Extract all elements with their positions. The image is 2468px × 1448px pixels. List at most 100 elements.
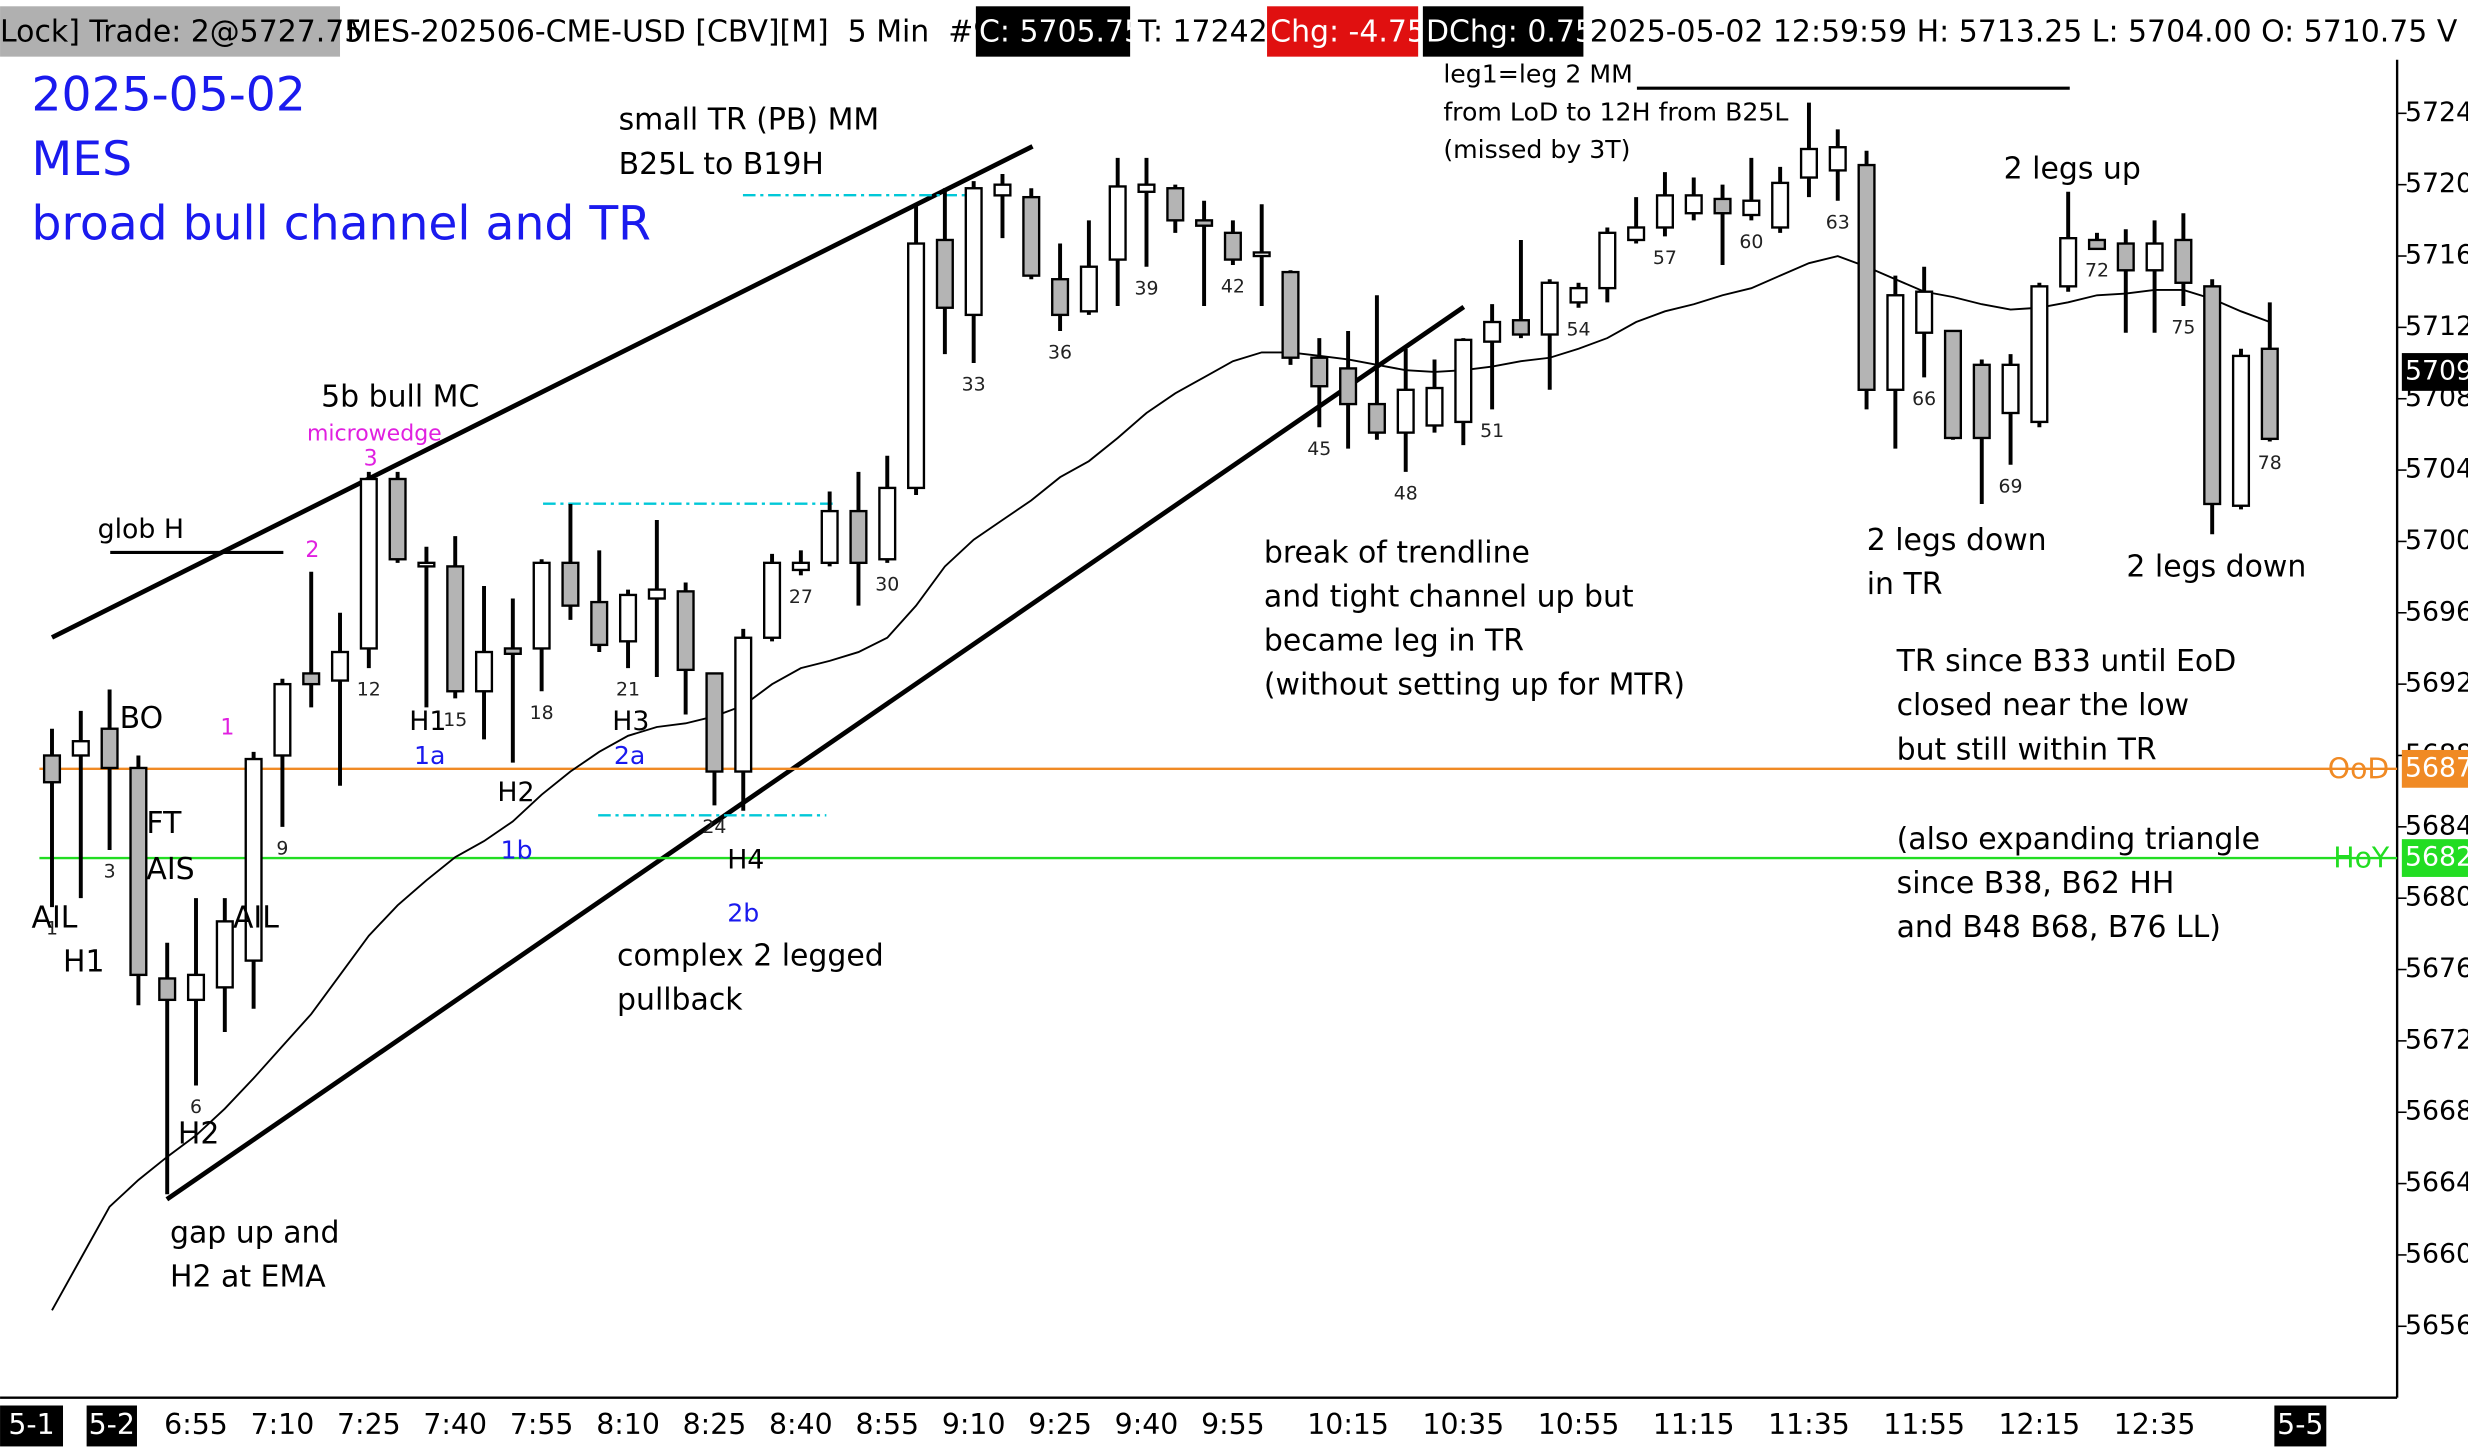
bar-number: 57	[1653, 247, 1677, 269]
candle-body	[1857, 163, 1876, 391]
candle-body	[1655, 194, 1674, 229]
annotation: broad bull channel and TR	[32, 197, 651, 252]
bar-number: 54	[1567, 318, 1591, 340]
bar-number: 21	[616, 679, 640, 701]
price-marker-label: 5709	[2405, 355, 2468, 386]
date-marker-box	[86, 1405, 137, 1447]
bar-number: 63	[1826, 211, 1850, 233]
bar-number: 42	[1221, 275, 1245, 297]
bar-number: 45	[1307, 438, 1331, 460]
annotation: AIL	[32, 901, 78, 936]
candle-body	[964, 187, 983, 317]
trend-line	[165, 304, 1466, 1202]
y-tick-label: 5700	[2405, 525, 2468, 556]
y-tick-label: 5672	[2405, 1024, 2468, 1055]
candle-body	[791, 561, 810, 572]
annotation: H4	[727, 844, 764, 875]
bar-number: 18	[530, 702, 554, 724]
annotation: pullback	[617, 983, 743, 1018]
annotation: and tight channel up but	[1264, 580, 1634, 615]
candle-body	[1339, 367, 1358, 406]
y-tick-label: 5716	[2405, 240, 2468, 271]
x-tick-label: 6:55	[164, 1408, 228, 1441]
annotation: in TR	[1867, 567, 1943, 602]
annotation: BO	[120, 701, 164, 736]
x-tick-label: 10:35	[1422, 1408, 1504, 1441]
date-marker: 5-2	[89, 1408, 135, 1441]
annotation: 5b bull MC	[321, 380, 479, 415]
annotation: 1	[220, 716, 234, 741]
candle-body	[2231, 354, 2251, 507]
x-tick-label: 7:10	[251, 1408, 315, 1441]
ema-line	[51, 255, 2271, 1311]
annotation: microwedge	[307, 421, 442, 446]
header-info: 2025-05-02 12:59:59 H: 5713.25 L: 5704.0…	[1590, 15, 2458, 50]
candle-body	[1252, 251, 1271, 258]
annotation: 2b	[727, 898, 759, 927]
level-price: 5687	[2405, 752, 2468, 783]
candle-body	[1425, 386, 1444, 427]
annotation: 2 legs up	[2004, 151, 2141, 186]
y-tick-label: 5656	[2405, 1310, 2468, 1341]
bar-number: 27	[789, 586, 813, 608]
candle-body	[244, 757, 263, 962]
x-tick-label: 11:35	[1768, 1408, 1850, 1441]
x-tick-label: 11:15	[1653, 1408, 1735, 1441]
candle-body	[1137, 183, 1156, 193]
candle-body	[100, 727, 119, 770]
bar-number: 66	[1912, 388, 1936, 410]
annotation: (without setting up for MTR)	[1264, 668, 1685, 703]
bar-number: 51	[1480, 420, 1504, 442]
bar-number: 36	[1048, 341, 1072, 363]
y-tick-label: 5692	[2405, 668, 2468, 699]
candle-body	[2260, 347, 2279, 441]
annotation: from LoD to 12H from B25L	[1443, 97, 1788, 126]
candle-body	[2145, 242, 2164, 272]
candle-body	[676, 590, 695, 672]
candle-body	[1022, 195, 1041, 277]
annotation: H2	[497, 777, 534, 808]
annotation: H3	[612, 706, 649, 737]
candle-body	[1569, 286, 1588, 304]
annotation: leg1=leg 2 MM	[1443, 60, 1632, 89]
annotation: 1b	[501, 835, 533, 864]
bar-number: 1	[46, 918, 58, 940]
header-change-bg	[1267, 6, 1419, 57]
candle-body	[446, 565, 465, 693]
annotation: gap up and	[170, 1215, 339, 1250]
candle-body	[561, 561, 580, 607]
bar-number: 3	[104, 861, 116, 883]
candle-body	[647, 588, 666, 600]
annotation: break of trendline	[1264, 536, 1530, 571]
x-tick-label: 10:55	[1538, 1408, 1620, 1441]
header-day-change-bg	[1422, 6, 1584, 57]
candle-body	[1367, 402, 1386, 434]
candle-body	[878, 486, 897, 561]
level-box	[2401, 749, 2468, 788]
y-tick-label: 5712	[2405, 311, 2468, 342]
candle-body	[1627, 226, 1646, 242]
annotation: 2a	[614, 741, 645, 770]
annotation: H1	[63, 945, 104, 980]
candle-body	[1483, 320, 1502, 343]
candle-body	[330, 650, 350, 682]
y-tick-label: 5664	[2405, 1167, 2468, 1198]
candle-body	[1886, 294, 1905, 391]
annotation: (also expanding triangle	[1897, 822, 2260, 857]
header-day-change: DChg: 0.75	[1426, 15, 1594, 50]
annotation: B25L to B19H	[619, 147, 824, 182]
date-marker-box	[2274, 1405, 2327, 1447]
x-tick-label: 9:25	[1028, 1408, 1092, 1441]
date-marker-box	[0, 1405, 64, 1447]
candle-body	[618, 593, 638, 643]
candle-body	[2001, 363, 2020, 415]
candle-body	[158, 977, 177, 1002]
candle-body	[820, 509, 839, 565]
level-name: HoY	[2333, 842, 2390, 875]
candle-body	[129, 766, 148, 977]
candle-body	[849, 509, 868, 565]
bar-number: 75	[2171, 317, 2195, 339]
bar-number: 78	[2258, 452, 2282, 474]
candle-body	[1742, 199, 1761, 217]
